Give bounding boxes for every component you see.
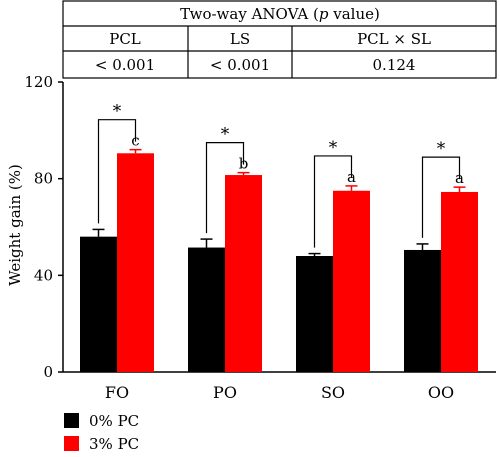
significance-star: * <box>113 102 122 122</box>
legend-label: 0% PC <box>89 412 139 430</box>
group-letter: a <box>455 169 464 187</box>
table-title: Two-way ANOVA (p value) <box>180 5 380 23</box>
significance-bracket <box>97 119 137 224</box>
y-tick-label: 0 <box>43 363 53 381</box>
plot-area: 0 40 80 120 * c FO * b PO * a SO * a OO <box>24 73 496 402</box>
x-tick-label: OO <box>428 383 454 402</box>
group-letter: c <box>131 132 139 150</box>
table-value-interaction: 0.124 <box>373 56 416 74</box>
significance-star: * <box>437 139 446 159</box>
y-tick-label: 80 <box>34 170 53 188</box>
legend-swatch <box>64 436 79 451</box>
bar <box>404 249 441 372</box>
bar <box>441 191 478 372</box>
table-value-pcl: < 0.001 <box>95 56 155 74</box>
x-tick-label: PO <box>213 383 237 402</box>
significance-star: * <box>221 125 230 145</box>
bar <box>80 236 117 372</box>
table-value-ls: < 0.001 <box>210 56 270 74</box>
significance-bracket <box>421 156 461 238</box>
legend-swatch <box>64 413 79 428</box>
bar <box>333 190 370 372</box>
bar <box>225 175 262 372</box>
bar <box>188 247 225 372</box>
table-header-pcl: PCL <box>109 30 141 48</box>
significance-bracket <box>313 155 353 248</box>
anova-table <box>62 0 497 79</box>
x-tick-label: FO <box>105 383 129 402</box>
legend-label: 3% PC <box>89 435 139 453</box>
group-letter: b <box>239 155 249 173</box>
y-tick-label: 120 <box>24 73 53 91</box>
significance-bracket <box>205 142 245 234</box>
legend: 0% PC 3% PC <box>64 412 139 453</box>
y-tick-label: 40 <box>34 266 53 284</box>
bar <box>296 256 333 372</box>
group-letter: a <box>347 168 356 186</box>
bar <box>117 153 154 372</box>
significance-star: * <box>329 138 338 158</box>
y-axis-label: Weight gain (%) <box>6 164 24 286</box>
table-header-interaction: PCL × SL <box>357 30 431 48</box>
table-header-ls: LS <box>230 30 250 48</box>
x-tick-label: SO <box>321 383 345 402</box>
table-border <box>62 0 497 79</box>
